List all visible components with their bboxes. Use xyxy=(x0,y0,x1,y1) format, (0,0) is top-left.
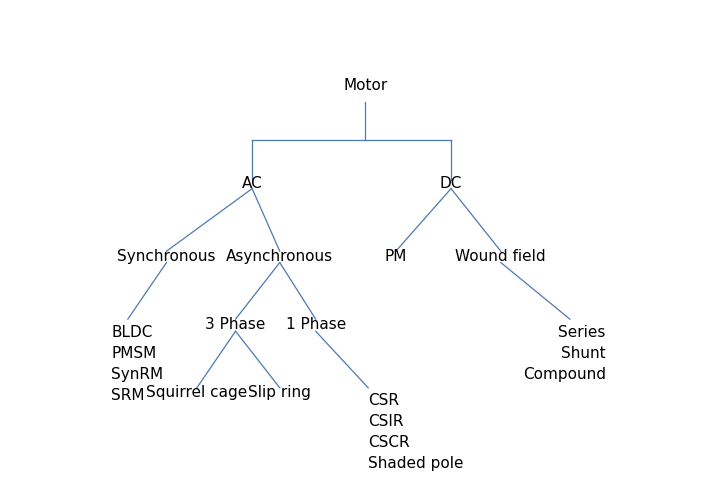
Text: Motor: Motor xyxy=(343,78,388,93)
Text: 3 Phase: 3 Phase xyxy=(205,318,266,332)
Text: CSR
CSIR
CSCR
Shaded pole: CSR CSIR CSCR Shaded pole xyxy=(368,392,463,471)
Text: 1 Phase: 1 Phase xyxy=(285,318,346,332)
Text: Series
Shunt
Compound: Series Shunt Compound xyxy=(523,325,606,382)
Text: AC: AC xyxy=(242,176,262,191)
Text: Synchronous: Synchronous xyxy=(117,249,216,265)
Text: Squirrel cage: Squirrel cage xyxy=(146,385,247,400)
Text: Wound field: Wound field xyxy=(456,249,546,265)
Text: Slip ring: Slip ring xyxy=(248,385,311,400)
Text: Asynchronous: Asynchronous xyxy=(226,249,333,265)
Text: DC: DC xyxy=(440,176,462,191)
Text: BLDC
PMSM
SynRM
SRM: BLDC PMSM SynRM SRM xyxy=(111,325,163,403)
Text: PM: PM xyxy=(384,249,407,265)
